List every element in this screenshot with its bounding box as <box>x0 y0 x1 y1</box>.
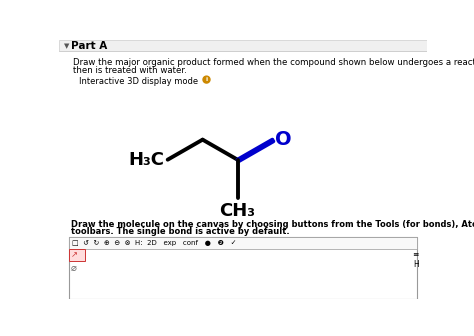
Text: Draw the major organic product formed when the compound shown below undergoes a : Draw the major organic product formed wh… <box>73 58 474 67</box>
Text: i: i <box>205 77 208 82</box>
Text: ⌀: ⌀ <box>71 263 77 273</box>
Text: Interactive 3D display mode: Interactive 3D display mode <box>80 77 199 85</box>
Text: O: O <box>275 130 292 149</box>
Text: CH₃: CH₃ <box>219 202 255 219</box>
Text: ↗: ↗ <box>71 250 78 259</box>
Bar <box>59 40 427 51</box>
Text: □  ↺  ↻  ⊕  ⊖  ⊗  H:  2D   exp   conf   ●   ❷   ✓: □ ↺ ↻ ⊕ ⊖ ⊗ H: 2D exp conf ● ❷ ✓ <box>72 240 236 246</box>
Text: ≡: ≡ <box>412 250 419 259</box>
Text: toolbars. The single bond is active by default.: toolbars. The single bond is active by d… <box>71 227 290 236</box>
Text: ▼: ▼ <box>64 43 69 49</box>
Bar <box>69 237 417 299</box>
Text: Part A: Part A <box>71 41 107 51</box>
Text: H₃C: H₃C <box>128 151 164 169</box>
Text: Draw the molecule on the canvas by choosing buttons from the Tools (for bonds), : Draw the molecule on the canvas by choos… <box>71 220 474 229</box>
Text: then is treated with water.: then is treated with water. <box>73 66 187 75</box>
Circle shape <box>203 76 210 83</box>
Bar <box>69 237 417 249</box>
Text: H: H <box>413 260 419 269</box>
Bar <box>69 249 85 260</box>
